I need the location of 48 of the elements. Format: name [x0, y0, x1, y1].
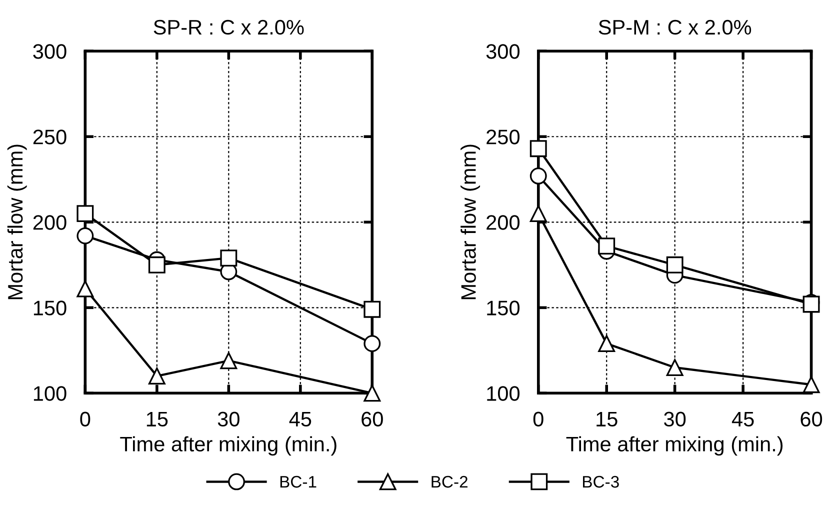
point: [220, 352, 238, 370]
point: [76, 280, 94, 298]
x-tick-label: 45: [732, 412, 754, 427]
y-tick-label: 100: [487, 386, 520, 401]
point: [802, 376, 820, 394]
point: [666, 359, 684, 376]
y-tick-label: 300: [33, 44, 66, 59]
point: [76, 205, 94, 222]
x-axis-title: Time after mixing (min.): [120, 436, 336, 456]
point: [148, 256, 166, 274]
y-tick-label: 200: [33, 215, 66, 230]
x-tick-label: 60: [362, 412, 383, 427]
x-tick-label: 15: [146, 412, 168, 427]
point: [220, 250, 238, 267]
y-tick-label: 250: [33, 130, 66, 144]
point: [148, 368, 166, 385]
y-tick-label: 150: [487, 300, 520, 316]
point: [76, 227, 94, 244]
y-axis-title: Mortar flow (mm): [7, 144, 27, 300]
point: [530, 205, 547, 222]
y-tick-label: 100: [34, 386, 66, 401]
y-tick-label: 250: [486, 130, 520, 144]
point: [364, 384, 381, 402]
point: [364, 300, 381, 318]
x-tick-label: 15: [596, 412, 618, 427]
y-axis-title: Mortar flow (mm): [460, 144, 480, 300]
point: [598, 238, 616, 255]
x-tick-label: 45: [289, 412, 312, 427]
point: [364, 335, 381, 352]
x-axis-title: Time after mixing (min.): [566, 436, 783, 456]
y-tick-label: 300: [486, 44, 520, 59]
legend-label: BC-1: [280, 476, 316, 488]
x-tick-label: 0: [533, 412, 544, 427]
y-tick-label: 200: [486, 215, 520, 230]
x-tick-label: 30: [664, 412, 686, 427]
point: [802, 296, 820, 313]
x-tick-label: 0: [80, 412, 90, 427]
point: [530, 140, 547, 158]
chart-title: SP-R : C x 2.0%: [154, 20, 304, 35]
legend-label: BC-3: [583, 476, 619, 488]
x-tick-label: 60: [800, 412, 822, 427]
legend-label: BC-2: [432, 476, 468, 488]
x-tick-label: 30: [218, 412, 240, 427]
point: [598, 335, 616, 352]
point: [666, 256, 684, 274]
point: [530, 167, 547, 184]
chart-title: SP-M : C x 2.0%: [598, 20, 752, 35]
y-tick-label: 150: [34, 300, 66, 316]
